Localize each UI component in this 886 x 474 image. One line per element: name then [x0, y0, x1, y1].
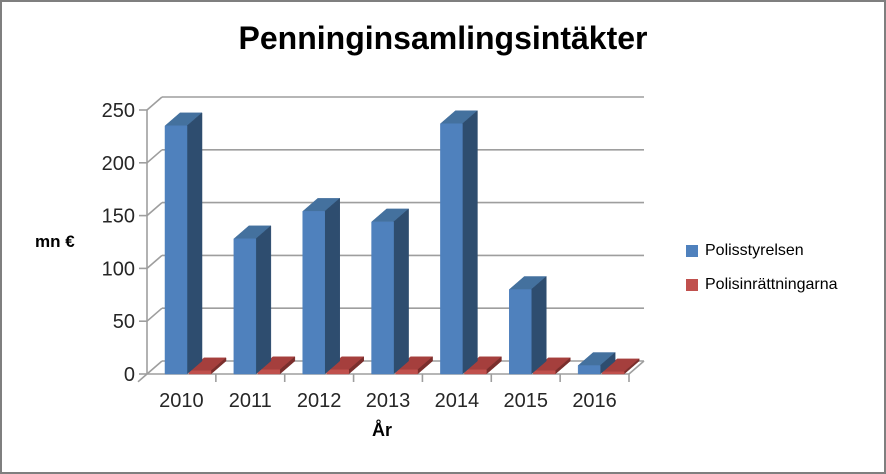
svg-text:2011: 2011: [229, 390, 272, 412]
chart-title: Penninginsamlingsintäkter: [238, 20, 648, 56]
svg-text:250: 250: [102, 100, 135, 122]
svg-text:2015: 2015: [503, 390, 548, 412]
svg-text:2016: 2016: [572, 390, 617, 412]
svg-text:100: 100: [102, 258, 135, 280]
svg-text:150: 150: [102, 206, 135, 228]
y-axis-title: mn €: [35, 232, 75, 251]
svg-text:2014: 2014: [435, 390, 480, 412]
legend-label-polisinrattningarna: Polisinrättningarna: [705, 276, 838, 293]
svg-text:0: 0: [124, 364, 135, 386]
svg-text:50: 50: [113, 311, 135, 333]
legend-label-polisstyrelsen: Polisstyrelsen: [705, 242, 804, 259]
svg-text:2010: 2010: [159, 390, 204, 412]
legend-swatch-blue-icon: [686, 245, 698, 257]
legend-item-polisinrattningarna: Polisinrättningarna: [686, 276, 838, 294]
svg-text:2012: 2012: [297, 390, 342, 412]
legend-swatch-red-icon: [686, 279, 698, 291]
legend: Polisstyrelsen Polisinrättningarna: [686, 242, 838, 294]
x-axis-title: År: [371, 420, 392, 440]
svg-text:2013: 2013: [366, 390, 411, 412]
legend-item-polisstyrelsen: Polisstyrelsen: [686, 242, 838, 260]
svg-text:200: 200: [102, 153, 135, 175]
